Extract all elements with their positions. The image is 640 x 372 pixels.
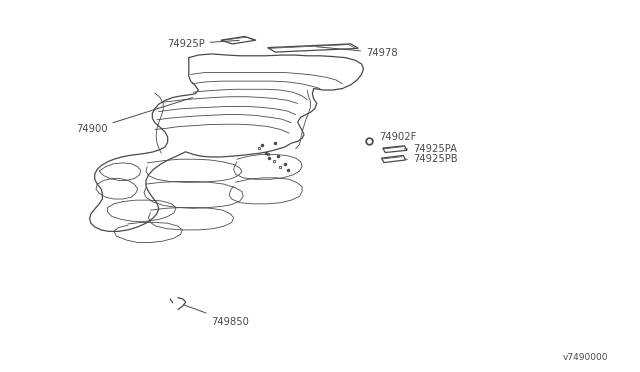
Text: 749850: 749850 <box>184 305 249 327</box>
Text: 74978: 74978 <box>316 47 397 58</box>
Text: 74900: 74900 <box>76 97 193 134</box>
Text: 74925PA: 74925PA <box>404 144 457 154</box>
Text: 74925PB: 74925PB <box>406 154 458 164</box>
Text: v7490000: v7490000 <box>563 353 608 362</box>
Text: 74902F: 74902F <box>372 132 416 142</box>
Text: 74925P: 74925P <box>167 39 239 49</box>
